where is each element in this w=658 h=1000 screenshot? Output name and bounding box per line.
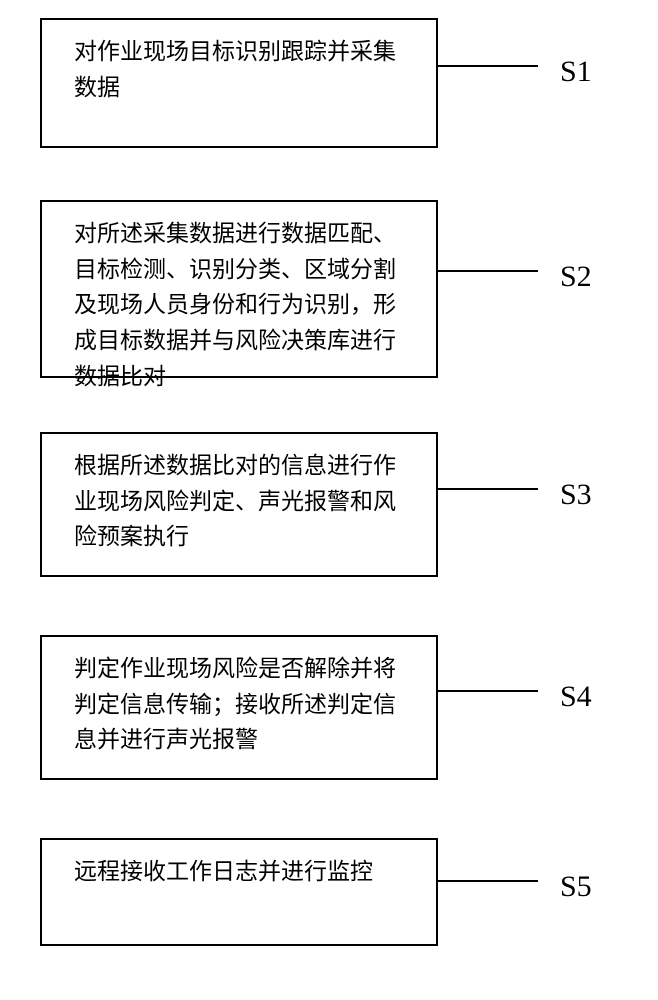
step-label-s1: S1 [560,55,592,89]
flowchart-canvas: 对作业现场目标识别跟踪并采集数据 S1 对所述采集数据进行数据匹配、目标检测、识… [0,0,658,1000]
step-box-s1: 对作业现场目标识别跟踪并采集数据 [40,18,438,148]
step-text-s3: 根据所述数据比对的信息进行作业现场风险判定、声光报警和风险预案执行 [74,453,396,549]
step-label-s2: S2 [560,260,592,294]
connector-s1 [438,65,538,67]
step-label-s5: S5 [560,870,592,904]
step-box-s2: 对所述采集数据进行数据匹配、目标检测、识别分类、区域分割及现场人员身份和行为识别… [40,200,438,378]
step-label-text-s2: S2 [560,260,592,293]
step-box-s3: 根据所述数据比对的信息进行作业现场风险判定、声光报警和风险预案执行 [40,432,438,577]
step-label-text-s5: S5 [560,870,592,903]
step-text-s1: 对作业现场目标识别跟踪并采集数据 [74,39,396,100]
connector-s3 [438,488,538,490]
step-label-text-s3: S3 [560,478,592,511]
step-text-s2: 对所述采集数据进行数据匹配、目标检测、识别分类、区域分割及现场人员身份和行为识别… [74,221,396,389]
step-label-s4: S4 [560,680,592,714]
step-label-s3: S3 [560,478,592,512]
step-label-text-s4: S4 [560,680,592,713]
step-box-s5: 远程接收工作日志并进行监控 [40,838,438,946]
step-text-s5: 远程接收工作日志并进行监控 [74,859,373,884]
connector-s2 [438,270,538,272]
step-box-s4: 判定作业现场风险是否解除并将判定信息传输；接收所述判定信息并进行声光报警 [40,635,438,780]
connector-s5 [438,880,538,882]
step-text-s4: 判定作业现场风险是否解除并将判定信息传输；接收所述判定信息并进行声光报警 [74,656,396,752]
step-label-text-s1: S1 [560,55,592,88]
connector-s4 [438,690,538,692]
